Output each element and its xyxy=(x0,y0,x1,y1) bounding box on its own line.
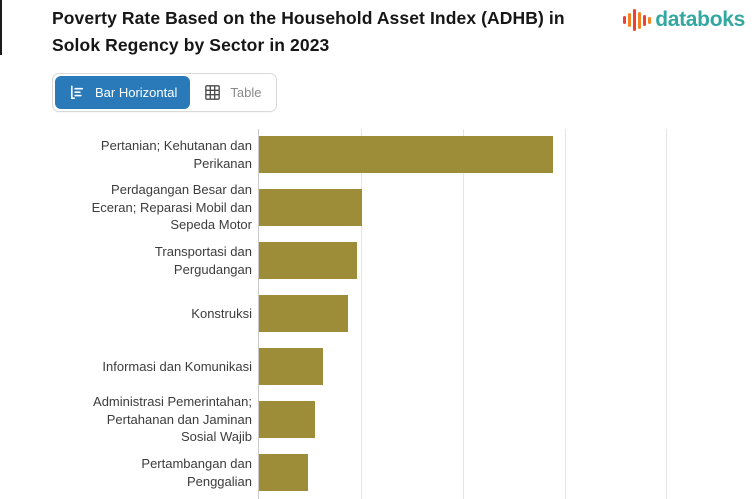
bar[interactable] xyxy=(259,136,553,173)
category-label-line: Administrasi Pemerintahan; xyxy=(93,394,252,410)
bar[interactable] xyxy=(259,189,363,226)
chart-row: Transportasi dan Pergudangan xyxy=(0,234,753,287)
category-label-line: Informasi dan Komunikasi xyxy=(102,358,252,374)
bar-horizontal-button[interactable]: Bar Horizontal xyxy=(55,76,191,109)
gridline xyxy=(360,129,362,499)
chart-row: Pertambangan dan Penggalian xyxy=(0,446,753,499)
category-label-line: Perikanan xyxy=(193,155,252,171)
waveform-bar xyxy=(628,13,632,27)
bar-area xyxy=(258,181,753,234)
chart-row: Konstruksi xyxy=(0,287,753,340)
view-toggle-group: Bar Horizontal Table xyxy=(52,73,278,112)
databoks-waveform-icon xyxy=(623,7,652,33)
databoks-logo-text: databoks xyxy=(655,8,745,31)
chart-rows: Pertanian; Kehutanan dan Perikanan Perdaga… xyxy=(0,128,753,499)
category-label-line: Konstruksi xyxy=(191,305,252,321)
table-label: Table xyxy=(230,85,262,100)
category-label-line: Sepeda Motor xyxy=(170,217,252,233)
waveform-bar xyxy=(648,16,652,24)
category-label: Perdagangan Besar dan Eceran; Reparasi Mo… xyxy=(0,181,258,234)
category-label: Pertambangan dan Penggalian xyxy=(0,455,258,490)
page-title-line2: Solok Regency by Sector in 2023 xyxy=(52,34,330,55)
category-label-line: Transportasi dan xyxy=(154,244,252,259)
waveform-bar xyxy=(633,9,637,31)
bar-area xyxy=(258,234,753,287)
page-title-line1: Poverty Rate Based on the Household Asse… xyxy=(52,8,565,28)
table-button[interactable]: Table xyxy=(190,76,274,109)
category-label: Transportasi dan Pergudangan xyxy=(0,243,258,278)
category-label: Informasi dan Komunikasi xyxy=(0,358,258,376)
bar[interactable] xyxy=(259,401,316,438)
bar[interactable] xyxy=(259,242,357,279)
chart-row: Informasi dan Komunikasi xyxy=(0,340,753,393)
bar[interactable] xyxy=(259,454,308,491)
bar-area xyxy=(258,287,753,340)
bar-area xyxy=(258,128,753,181)
bar-area xyxy=(258,340,753,393)
bar[interactable] xyxy=(259,348,324,385)
page-title: Poverty Rate Based on the Household Asse… xyxy=(0,0,753,58)
bar-horizontal-icon xyxy=(68,83,87,102)
waveform-bar xyxy=(638,11,642,29)
category-label: Pertanian; Kehutanan dan Perikanan xyxy=(0,137,258,172)
bar-horizontal-label: Bar Horizontal xyxy=(95,85,178,100)
bar-area xyxy=(258,393,753,446)
waveform-bar xyxy=(643,14,647,26)
chart: Pertanian; Kehutanan dan Perikanan Perdaga… xyxy=(0,128,753,499)
table-icon xyxy=(203,83,222,102)
plot-area xyxy=(258,129,753,499)
category-label-line: Pergudangan xyxy=(173,261,252,277)
category-label-line: Pertahanan dan Jaminan xyxy=(106,411,252,427)
chart-row: Administrasi Pemerintahan; Pertahanan dan… xyxy=(0,393,753,446)
category-label-line: Pertambangan dan xyxy=(141,456,252,471)
databoks-logo: databoks xyxy=(623,7,745,33)
gridline xyxy=(666,129,668,499)
gridline xyxy=(462,129,464,499)
category-label-line: Eceran; Reparasi Mobil dan xyxy=(91,199,252,215)
gridline xyxy=(564,129,566,499)
screen-edge-artifact xyxy=(0,0,2,55)
category-label: Administrasi Pemerintahan; Pertahanan dan… xyxy=(0,393,258,446)
bar[interactable] xyxy=(259,295,348,332)
category-label-line: Perdagangan Besar dan xyxy=(111,182,252,198)
category-label-line: Penggalian xyxy=(186,473,252,489)
category-label: Konstruksi xyxy=(0,305,258,323)
chart-row: Pertanian; Kehutanan dan Perikanan xyxy=(0,128,753,181)
category-label-line: Pertanian; Kehutanan dan xyxy=(100,138,252,153)
waveform-bar xyxy=(623,16,627,24)
bar-area xyxy=(258,446,753,499)
chart-row: Perdagangan Besar dan Eceran; Reparasi Mo… xyxy=(0,181,753,234)
category-label-line: Sosial Wajib xyxy=(180,429,252,445)
